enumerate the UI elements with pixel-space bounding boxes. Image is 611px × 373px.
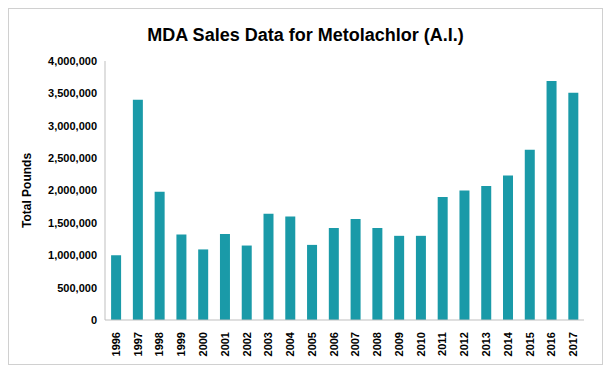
svg-text:1,000,000: 1,000,000 [48,249,97,261]
svg-text:2002: 2002 [241,332,253,356]
svg-text:2014: 2014 [502,331,514,356]
svg-text:2004: 2004 [284,331,296,356]
svg-text:4,000,000: 4,000,000 [48,55,97,67]
svg-text:1996: 1996 [110,332,122,356]
svg-text:2001: 2001 [219,332,231,356]
svg-text:Total Pounds: Total Pounds [20,153,34,228]
svg-text:2016: 2016 [545,332,557,356]
svg-text:2,000,000: 2,000,000 [48,184,97,196]
svg-text:2006: 2006 [328,332,340,356]
svg-text:3,500,000: 3,500,000 [48,87,97,99]
html-text:MDA Sales Data for Metolachlor: MDA Sales Data for Metolachlor (A.I.) [147,25,464,45]
svg-text:500,000: 500,000 [57,282,97,294]
svg-text:2013: 2013 [480,332,492,356]
svg-text:2000: 2000 [197,332,209,356]
svg-text:3,000,000: 3,000,000 [48,120,97,132]
svg-text:1998: 1998 [153,332,165,356]
svg-text:2015: 2015 [524,332,536,356]
svg-text:0: 0 [91,314,97,326]
svg-text:2003: 2003 [262,332,274,356]
svg-text:2012: 2012 [458,332,470,356]
svg-text:2010: 2010 [415,332,427,356]
svg-text:2011: 2011 [436,332,448,356]
svg-text:2,500,000: 2,500,000 [48,152,97,164]
svg-text:2017: 2017 [567,332,579,356]
svg-text:1997: 1997 [132,332,144,356]
svg-text:2005: 2005 [306,332,318,356]
svg-text:2007: 2007 [349,332,361,356]
svg-text:2009: 2009 [393,332,405,356]
svg-text:1,500,000: 1,500,000 [48,217,97,229]
svg-text:1999: 1999 [175,332,187,356]
svg-text:2008: 2008 [371,332,383,356]
